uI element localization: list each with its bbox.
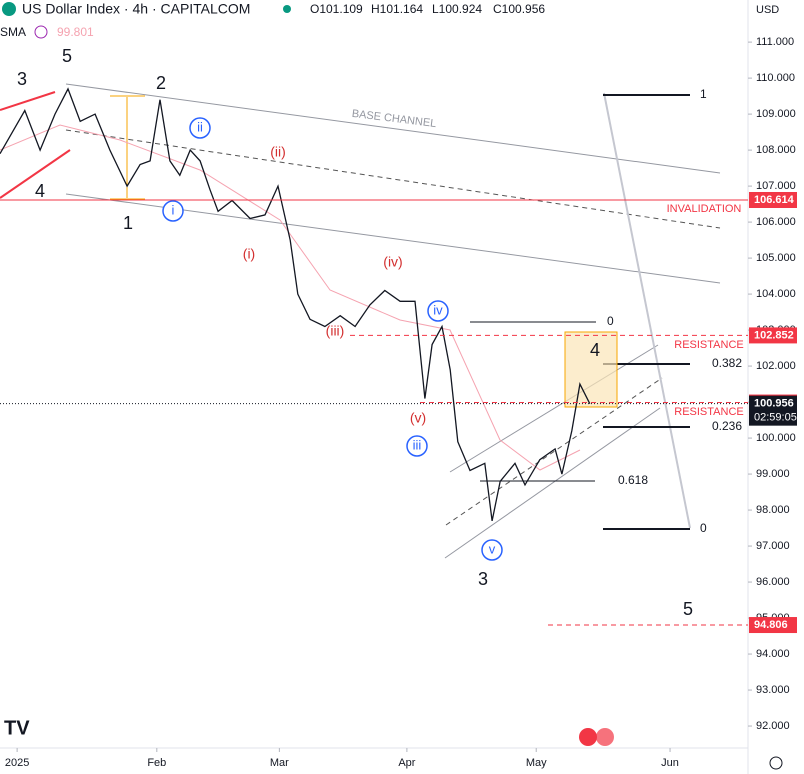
annotation: RESISTANCE (674, 406, 743, 418)
price-label: 106.614 (754, 194, 795, 206)
annotation: (iv) (383, 254, 402, 270)
price-label: 94.806 (754, 619, 788, 631)
annotation: 0 (607, 314, 614, 328)
ohlc-open: O101.109 (310, 2, 363, 16)
y-tick-label: 92.000 (756, 720, 790, 732)
y-tick-label: 98.000 (756, 504, 790, 516)
channel-mid (65, 129, 721, 229)
wave-circle (189, 117, 211, 139)
annotation: (v) (410, 410, 426, 426)
y-tick-label: 93.000 (756, 684, 790, 696)
annotation: v (489, 541, 496, 556)
wave-circle (406, 435, 428, 457)
projection-line (603, 92, 691, 529)
price-label-box (749, 327, 797, 344)
annotation: 1 (700, 87, 707, 101)
y-tick-label: 104.000 (756, 288, 796, 300)
drawings (0, 83, 721, 559)
x-tick-label: May (526, 757, 547, 769)
y-tick-label: 106.000 (756, 216, 796, 228)
annotation: i (172, 202, 175, 217)
x-tick-label: Mar (270, 757, 289, 769)
annotation: 4 (35, 181, 45, 201)
annotation: 0.382 (712, 356, 742, 370)
price-line (0, 87, 591, 522)
annotation: (i) (243, 246, 255, 262)
y-tick-label: 108.000 (756, 144, 796, 156)
y-tick-label: 111.000 (756, 36, 794, 48)
event-icon[interactable] (579, 728, 597, 746)
y-tick-label: 97.000 (756, 540, 790, 552)
wave-line (0, 149, 71, 199)
annotation: 3 (478, 569, 488, 589)
wave-line (0, 91, 56, 111)
wave-circle (481, 539, 503, 561)
ohlc-close: C100.956 (493, 2, 545, 16)
annotation: 0.618 (618, 473, 648, 487)
annotation: 0.236 (712, 419, 742, 433)
currency-button[interactable] (750, 0, 790, 18)
annotation: 4 (590, 340, 600, 360)
price-label: 100.956 (754, 398, 794, 410)
sma-line (0, 124, 581, 471)
symbol-icon (2, 2, 16, 16)
y-tick-label: 110.000 (756, 72, 795, 84)
annotation: BASE CHANNEL (351, 108, 437, 130)
y-tick-label: 96.000 (756, 576, 790, 588)
countdown: 02:59:05 (754, 412, 797, 424)
indicator-name: SMA (0, 25, 26, 39)
status-dot (283, 5, 291, 13)
price-label-box (749, 395, 797, 426)
y-tick-label: 105.000 (756, 252, 796, 264)
annotation: iv (433, 302, 443, 317)
x-tick-label: Apr (398, 757, 415, 769)
event-icon[interactable] (596, 728, 614, 746)
annotation: INVALIDATION (667, 203, 742, 215)
y-tick-label: 99.000 (756, 468, 790, 480)
channel-mid (445, 377, 663, 526)
y-tick-label: 100.000 (756, 432, 796, 444)
logo: TV (4, 717, 30, 739)
channel-line (65, 83, 721, 174)
y-tick-label: 94.000 (756, 648, 790, 660)
annotation: 0 (700, 521, 707, 535)
annotation: 1 (123, 213, 133, 233)
y-tick-label: 107.000 (756, 180, 796, 192)
annotation: 2 (156, 73, 166, 93)
ohlc-high: H101.164 (371, 2, 423, 16)
ohlc-low: L100.924 (432, 2, 482, 16)
channel-line (449, 344, 659, 473)
annotation: 5 (683, 599, 693, 619)
price-label-box (749, 191, 797, 208)
annotation: RESISTANCE (674, 339, 743, 351)
x-tick-label: 2025 (5, 757, 29, 769)
price-label: 102.852 (754, 329, 794, 341)
annotation: (ii) (270, 144, 286, 160)
y-tick-label: 102.000 (756, 360, 796, 372)
x-tick-label: Feb (147, 757, 166, 769)
annotation: 5 (62, 46, 72, 66)
indicator-value: 99.801 (57, 25, 94, 39)
indicator-icon (34, 25, 48, 39)
wave-circle (162, 200, 184, 222)
annotation: iii (413, 437, 422, 452)
x-tick-label: Jun (661, 757, 679, 769)
annotation: ii (197, 119, 203, 134)
target-box (564, 331, 618, 408)
settings-icon[interactable] (769, 756, 783, 770)
y-tick-label: 109.000 (756, 108, 796, 120)
annotation: (iii) (326, 323, 345, 339)
symbol-title: US Dollar Index · 4h · CAPITALCOM (22, 1, 250, 17)
currency[interactable]: USD (756, 4, 779, 16)
channel-line (444, 407, 661, 559)
wave-circle (427, 300, 449, 322)
annotation: 3 (17, 69, 27, 89)
price-label-box (749, 617, 797, 634)
